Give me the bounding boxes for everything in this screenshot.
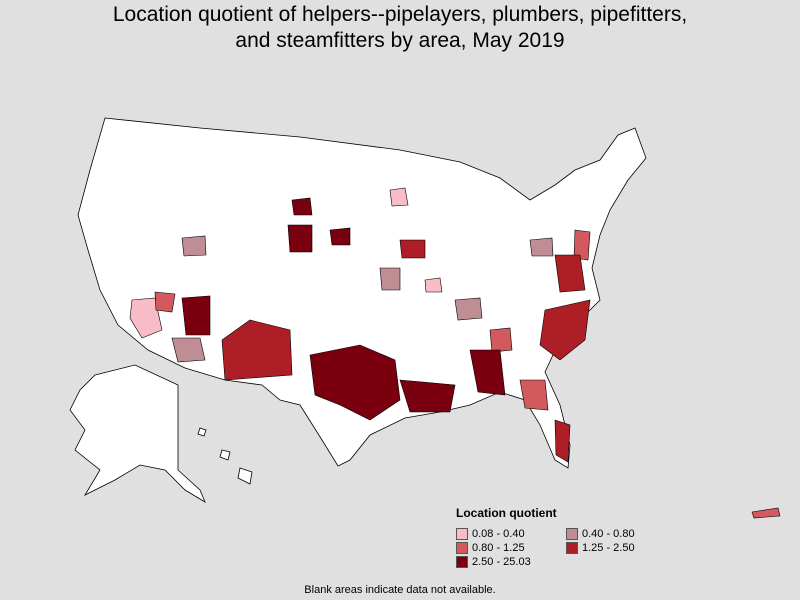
legend-label: 0.08 - 0.40: [472, 528, 525, 540]
hawaii: [197, 427, 207, 437]
contiguous-us: [77, 117, 647, 469]
puerto-rico: [751, 507, 781, 519]
legend-item: 0.08 - 0.40: [456, 528, 566, 540]
region: [489, 327, 513, 353]
legend-swatch: [456, 556, 468, 568]
region: [469, 349, 506, 396]
legend-swatch: [566, 528, 578, 540]
legend-title: Location quotient: [456, 506, 557, 520]
footnote: Blank areas indicate data not available.: [304, 584, 496, 596]
region: [389, 187, 409, 207]
legend-item: 0.80 - 1.25: [456, 542, 566, 554]
map-title: Location quotient of helpers--pipelayers…: [112, 3, 688, 52]
region: [399, 239, 426, 259]
legend-item: 2.50 - 25.03: [456, 556, 566, 568]
region: [181, 295, 211, 336]
region: [171, 337, 206, 363]
legend-label: 0.80 - 1.25: [472, 542, 525, 554]
region: [221, 319, 293, 381]
region: [309, 344, 401, 421]
region: [519, 379, 549, 411]
region: [129, 297, 163, 339]
legend-item: 0.40 - 0.80: [566, 528, 676, 540]
hawaii: [237, 467, 253, 485]
region: [554, 254, 586, 293]
region: [454, 297, 483, 321]
legend-swatch: [566, 542, 578, 554]
region: [399, 379, 456, 413]
legend-label: 1.25 - 2.50: [582, 542, 635, 554]
region: [329, 227, 351, 246]
region: [154, 291, 176, 313]
land: [69, 117, 647, 503]
region: [424, 277, 443, 293]
legend-label: 0.40 - 0.80: [582, 528, 635, 540]
legend-label: 2.50 - 25.03: [472, 556, 531, 568]
legend-swatch: [456, 528, 468, 540]
region: [554, 419, 571, 463]
legend-swatch: [456, 542, 468, 554]
region: [379, 267, 401, 291]
legend: Location quotient 0.08 - 0.40 0.40 - 0.80…: [456, 506, 686, 568]
hawaii: [219, 449, 231, 461]
region: [529, 237, 554, 257]
region: [573, 229, 591, 261]
legend-item: 1.25 - 2.50: [566, 542, 676, 554]
region: [181, 235, 207, 257]
regions: [129, 187, 591, 463]
region: [287, 224, 313, 253]
region: [539, 299, 591, 361]
region: [291, 197, 313, 216]
alaska: [69, 364, 206, 503]
legend-items: 0.08 - 0.40 0.40 - 0.80 0.80 - 1.25 1.25 - …: [456, 528, 686, 568]
